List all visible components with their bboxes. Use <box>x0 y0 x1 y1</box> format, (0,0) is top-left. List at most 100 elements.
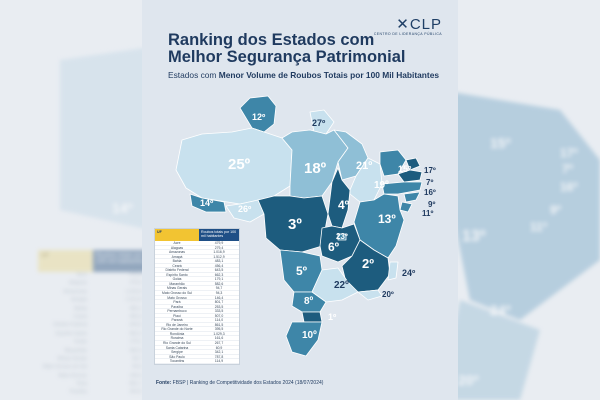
state-RS <box>285 321 323 357</box>
label-AC: 14º <box>200 198 214 208</box>
label-RN: 17º <box>424 166 436 175</box>
table-row: Rio Grande do Sul 267,7 <box>155 341 239 346</box>
table-cell-uf: Sergipe <box>171 350 183 355</box>
label-PB: 7º <box>426 178 434 187</box>
table-cell-uf: Paraná <box>171 318 183 323</box>
bg-table-row: Paraíba 253,5 <box>38 389 148 397</box>
bg-table-row: Acre 479,9 <box>38 272 148 280</box>
state-SC <box>301 311 323 323</box>
table-cell-value: 179,1 <box>214 277 224 282</box>
label-RS: 10º <box>302 330 317 341</box>
label-TO: 4º <box>338 198 350 212</box>
bg-table-cell-uf: Acre <box>76 272 87 278</box>
label-GO: 6º <box>328 240 340 254</box>
bg-table-cell-value: 94,3 <box>132 364 142 371</box>
table-cell-value: 342,1 <box>214 350 224 355</box>
bg-label: 11º <box>530 220 548 234</box>
table-cell-uf: Amazonas <box>168 250 186 255</box>
bg-table-cell-value: 179,1 <box>129 339 142 346</box>
table-cell-uf: Espírito Santo <box>166 272 188 277</box>
table-cell-value: 861,5 <box>214 322 224 327</box>
table-cell-value: 643,5 <box>214 268 224 273</box>
table-row: Minas Gerais 94,7 <box>155 286 239 292</box>
table-row: Santa Catarina 60,9 <box>155 346 239 351</box>
label-PA: 18º <box>304 160 327 177</box>
bg-table-cell-value: 483,1 <box>129 305 142 312</box>
background-table: UF Roubos totais por 100 mil habitantes … <box>38 250 148 398</box>
bg-table-cell-uf: Mato Grosso do Sul <box>42 364 87 371</box>
bg-label: 16º <box>560 180 578 194</box>
label-MG: 2º <box>362 256 374 271</box>
label-DF: 23º <box>336 232 348 241</box>
table-cell-value: 479,9 <box>214 241 224 245</box>
title-line-1: Ranking dos Estados com <box>168 31 375 49</box>
bg-table-cell-uf: Paraíba <box>69 389 87 396</box>
table-cell-value: 1.029,3 <box>213 331 225 336</box>
state-RJ <box>357 289 383 301</box>
table-row: Maranhão 582,6 <box>155 282 239 287</box>
bg-table-row: Ceará 456,4 <box>38 314 148 322</box>
label-MS: 5º <box>296 264 308 278</box>
state-TO <box>327 167 351 229</box>
table-row: Ceará 456,4 <box>155 264 239 269</box>
bg-table-body: Acre 479,9 Alagoas 279,4 Amazonas 1.016,9 Amap… <box>38 272 148 398</box>
label-CE: 15º <box>398 164 412 174</box>
table-cell-value: 146,4 <box>214 295 224 300</box>
bg-table-cell-uf: Ceará <box>73 313 87 320</box>
bg-table-cell-uf: Maranhão <box>64 347 87 354</box>
subtitle-bold: Menor Volume de Roubos Totais por 100 Mi… <box>218 70 440 80</box>
logo-text: CLP <box>409 16 442 33</box>
bg-table-header-uf: UF <box>38 250 93 272</box>
table-row: Espírito Santo 662,3 <box>155 273 239 278</box>
table-row: Rio Grande do Norte 395,5 <box>155 327 239 332</box>
table-row: Amazonas 1.016,9 <box>155 250 239 255</box>
bg-table-cell-uf: Espírito Santo <box>55 330 87 337</box>
bg-table-row: Bahia 483,1 <box>38 306 148 314</box>
table-cell-uf: Pernambuco <box>167 309 187 314</box>
table-row: Acre 479,9 <box>155 241 239 246</box>
label-AL: 9º <box>428 200 436 209</box>
table-row: Pernambuco 333,5 <box>155 309 239 314</box>
state-SE <box>399 201 413 213</box>
bg-table-row: Mato Grosso do Sul 94,3 <box>38 364 148 372</box>
bg-table-cell-uf: Goiás <box>73 339 87 346</box>
table-cell-uf: Roraima <box>170 336 184 341</box>
table-cell-uf: Maranhão <box>169 281 185 286</box>
table-cell-value: 114,0 <box>214 318 224 323</box>
subtitle-prefix: Estados com <box>168 70 219 80</box>
bg-label: 15º <box>490 135 511 151</box>
table-cell-uf: Paraíba <box>171 304 183 309</box>
table-row: Rondônia 1.029,3 <box>155 332 239 337</box>
table-cell-uf: Ceará <box>172 263 182 268</box>
table-cell-uf: Distrito Federal <box>165 268 189 273</box>
bg-label: 24º <box>490 302 511 318</box>
table-cell-uf: Goiás <box>172 277 182 282</box>
source-label: Fonte: <box>156 380 172 386</box>
bg-table-cell-value: 801,7 <box>129 381 142 388</box>
bg-table-cell-value: 1.512,9 <box>125 297 142 304</box>
bg-table-cell-uf: Pará <box>76 381 87 388</box>
table-cell-uf: Pará <box>173 300 181 305</box>
bg-table-row: Mato Grosso 146,4 <box>38 373 148 381</box>
bg-table-cell-uf: Amapá <box>71 297 87 304</box>
state-AP <box>309 109 335 135</box>
bg-table-cell-uf: Alagoas <box>68 280 87 287</box>
label-PI: 19º <box>374 180 389 191</box>
table-cell-uf: Mato Grosso do Sul <box>162 291 192 296</box>
table-cell-value: 456,4 <box>214 263 224 268</box>
table-body: Acre 479,9 Alagoas 279,4 Amazonas 1.016,9 Amap… <box>155 241 239 364</box>
bg-table-row: Espírito Santo 662,3 <box>38 331 148 339</box>
table-cell-value: 662,3 <box>214 272 224 277</box>
table-row: Mato Grosso 146,4 <box>155 296 239 301</box>
page-title: Ranking dos Estados com Melhor Segurança… <box>168 32 428 66</box>
table-row: Tocantins 114,9 <box>155 359 239 364</box>
source-text: FBSP | Ranking de Competitividade dos Es… <box>171 380 324 386</box>
state-AC <box>189 193 227 213</box>
label-AM: 25º <box>228 156 251 173</box>
bg-table-row: Amapá 1.512,9 <box>38 297 148 305</box>
table-row: Pará 801,7 <box>155 300 239 305</box>
bg-table-header-value: Roubos totais por 100 mil habitantes <box>93 250 148 272</box>
label-PE: 16º <box>424 188 436 197</box>
table-cell-uf: Santa Catarina <box>165 345 189 350</box>
bg-table-cell-value: 146,4 <box>129 372 142 379</box>
